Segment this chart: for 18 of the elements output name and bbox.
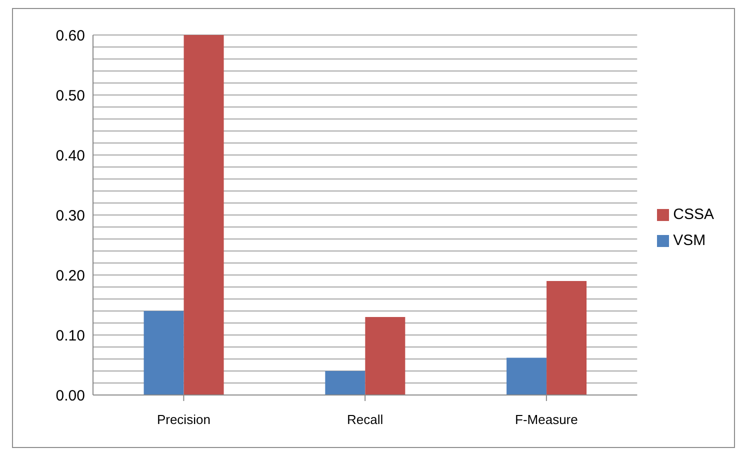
x-tick-label: Precision (156, 412, 210, 428)
y-tick-label: 0.20 (56, 267, 85, 284)
bar (546, 281, 587, 395)
y-tick-label: 0.50 (56, 87, 85, 104)
bar (325, 371, 366, 395)
bar (506, 358, 547, 395)
legend-label: VSM (673, 232, 706, 249)
x-tick-label: Recall (347, 412, 384, 428)
bar (365, 317, 406, 395)
x-tick-label: F-Measure (515, 412, 578, 428)
y-tick-label: 0.30 (56, 207, 85, 224)
y-tick-label: 0.00 (56, 387, 85, 404)
y-tick-label: 0.40 (56, 147, 85, 164)
bar (144, 311, 184, 395)
legend-label: CSSA (673, 206, 714, 223)
bar (184, 35, 224, 395)
y-tick-label: 0.10 (56, 327, 85, 344)
y-tick-label: 0.60 (56, 27, 85, 44)
